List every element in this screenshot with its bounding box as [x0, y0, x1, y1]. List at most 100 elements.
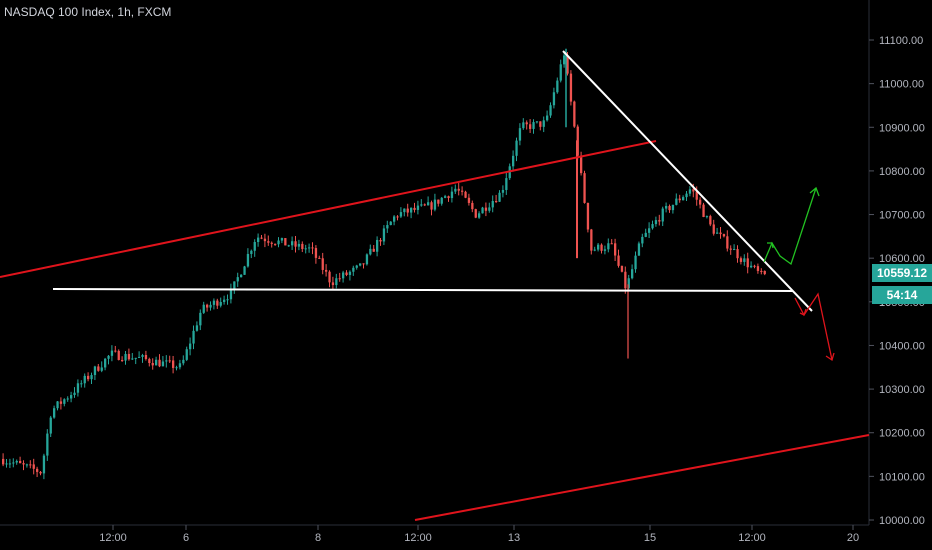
candle-body [73, 392, 76, 396]
candle-body [692, 189, 695, 192]
descending-white-trendline[interactable] [562, 50, 813, 312]
price-axis[interactable]: 11100.00 11000.00 10900.00 10800.00 10700.00… [869, 35, 925, 527]
time-axis[interactable]: 12:00 6 8 12:00 13 15 12:00 20 [99, 525, 859, 544]
candle-body [19, 460, 22, 464]
candle-body [416, 205, 420, 210]
candle-body [267, 241, 270, 243]
candle-body [158, 359, 161, 367]
candle-body [172, 360, 175, 368]
candle-body [365, 254, 369, 265]
candle-body [671, 204, 675, 211]
price-tick-label: 10100.00 [879, 471, 925, 483]
candle-body [56, 401, 59, 409]
candle-body [359, 263, 362, 266]
candle-body [246, 253, 250, 267]
bullish-projection-path[interactable] [763, 187, 817, 266]
candle-body [542, 120, 545, 127]
bearish-projection-path[interactable] [794, 292, 833, 361]
candle-body [750, 265, 753, 268]
candle-body [199, 312, 202, 326]
candle-body [270, 242, 273, 244]
candle-body [552, 92, 556, 106]
candles [2, 48, 766, 480]
candle-body [175, 367, 178, 369]
candle-body [756, 266, 760, 271]
candle-body [403, 208, 406, 213]
candle-body [641, 236, 644, 244]
candle-body [617, 255, 620, 266]
candle-body [110, 350, 114, 356]
candle-body [566, 55, 569, 74]
candle-body [325, 269, 328, 272]
candle-body [291, 241, 294, 246]
candle-body [539, 121, 542, 127]
candle-body [243, 266, 246, 275]
candle-body [651, 224, 654, 229]
candle-body [478, 213, 481, 218]
candle-body [753, 265, 756, 267]
candle-body [549, 105, 552, 116]
candle-body [654, 220, 658, 225]
candle-body [719, 232, 722, 235]
candle-body [699, 199, 702, 205]
candle-body [433, 199, 437, 210]
candle-body [195, 325, 199, 331]
candle-body [467, 197, 471, 203]
candle-body [569, 73, 573, 102]
candle-body [280, 238, 284, 241]
candle-body [695, 191, 698, 200]
candle-body [335, 278, 338, 286]
lower-red-channel-line[interactable] [414, 434, 870, 521]
candle-body [702, 204, 705, 218]
upper-red-trendline[interactable] [0, 140, 657, 278]
time-tick-label: 20 [847, 532, 859, 544]
candle-body [5, 463, 8, 465]
candle-body [100, 367, 103, 371]
candle-body [529, 124, 532, 129]
candle-body [610, 243, 613, 245]
candle-body [15, 460, 18, 463]
price-tick-label: 10600.00 [879, 253, 925, 265]
candle-body [498, 192, 501, 202]
candle-body [763, 270, 766, 275]
candle-body [219, 301, 222, 306]
candle-body [148, 358, 151, 363]
candle-body [501, 189, 505, 193]
candle-body [709, 216, 712, 225]
candle-body [393, 216, 396, 222]
drawings[interactable] [0, 50, 870, 521]
candle-body [331, 282, 335, 286]
candle-body [29, 464, 32, 466]
candle-body [301, 243, 304, 249]
candle-body [556, 80, 559, 93]
candle-body [8, 463, 12, 465]
candle-body [297, 243, 301, 247]
time-tick-label: 13 [508, 532, 520, 544]
candle-body [42, 455, 46, 474]
candle-body [474, 209, 477, 218]
candle-body [206, 304, 209, 308]
price-tick-label: 11000.00 [879, 79, 924, 91]
candle-body [87, 375, 90, 380]
candle-body [165, 360, 168, 362]
candle-body [624, 271, 627, 289]
price-tick-label: 10800.00 [879, 166, 925, 178]
candle-body [338, 278, 341, 280]
time-tick-label: 12:00 [404, 532, 432, 544]
candle-body [495, 200, 498, 202]
candle-body [138, 356, 141, 358]
candle-body [675, 198, 678, 205]
candle-body [348, 271, 352, 275]
price-tick-label: 10700.00 [879, 210, 925, 222]
candle-body [637, 243, 641, 256]
candle-body [66, 398, 69, 400]
time-tick-label: 12:00 [738, 532, 766, 544]
candle-body [314, 248, 318, 258]
candle-body [484, 207, 488, 211]
symbol-title[interactable]: NASDAQ 100 Index, 1h, FXCM [4, 5, 172, 19]
candle-body [386, 225, 389, 229]
candle-body [144, 355, 148, 359]
support-white-line[interactable] [52, 288, 794, 292]
